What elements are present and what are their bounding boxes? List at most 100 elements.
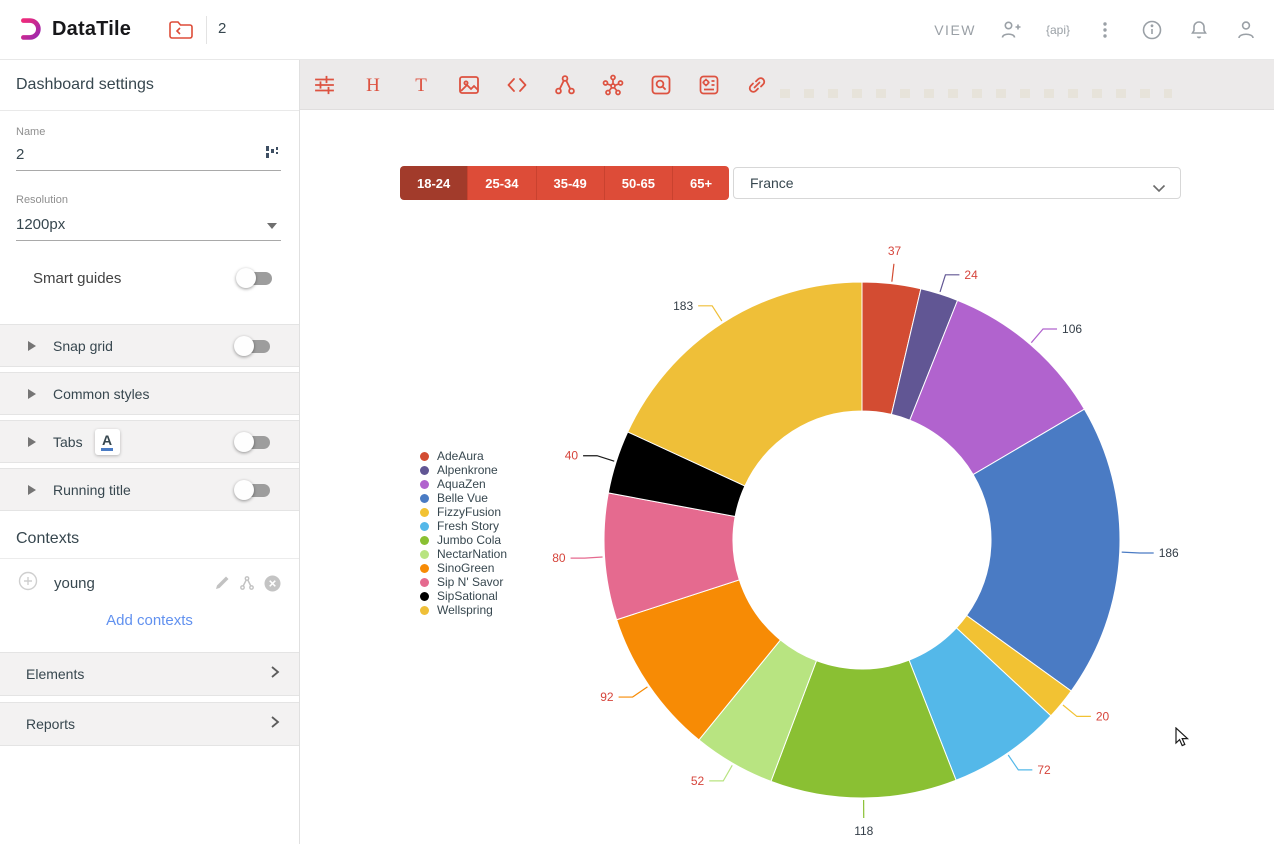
notifications-bell-icon[interactable] [1187, 18, 1211, 42]
legend-item[interactable]: SipSational [420, 589, 507, 603]
api-icon[interactable]: {api} [1046, 18, 1070, 42]
legend-item[interactable]: NectarNation [420, 547, 507, 561]
folder-back-icon[interactable] [168, 18, 194, 42]
legend-item[interactable]: Alpenkrone [420, 463, 507, 477]
section-label: Common styles [53, 386, 149, 402]
slice-value-label: 24 [964, 268, 978, 282]
document-number: 2 [218, 20, 226, 37]
expand-triangle-icon[interactable] [28, 485, 36, 495]
slice-value-label: 20 [1096, 709, 1110, 723]
font-style-icon[interactable]: A [95, 429, 120, 455]
adjustments-icon[interactable] [313, 73, 337, 97]
chevron-down-icon [1152, 180, 1166, 198]
label-leader-line [698, 306, 722, 321]
legend-label: SipSational [437, 589, 498, 603]
legend-item[interactable]: Jumbo Cola [420, 533, 507, 547]
link-icon[interactable] [745, 73, 769, 97]
country-dropdown[interactable]: France [733, 167, 1181, 199]
code-icon[interactable] [505, 73, 529, 97]
expand-triangle-icon[interactable] [28, 437, 36, 447]
section-label: Tabs [53, 434, 83, 450]
text-icon[interactable]: T [409, 73, 433, 97]
nodes-icon[interactable] [553, 73, 577, 97]
age-filter-50-65[interactable]: 50-65 [604, 166, 672, 200]
legend-item[interactable]: FizzyFusion [420, 505, 507, 519]
age-filter-25-34[interactable]: 25-34 [467, 166, 535, 200]
section-toggle[interactable] [234, 336, 271, 356]
context-name[interactable]: young [54, 575, 95, 592]
heading-icon[interactable]: H [361, 73, 385, 97]
sidebar-section-running-title[interactable]: Running title [0, 468, 299, 511]
name-field-value[interactable]: 2 [16, 146, 24, 163]
name-field-label: Name [16, 126, 45, 138]
datatile-logo-icon [14, 14, 44, 44]
chart-variable-icon[interactable] [265, 144, 279, 160]
resolution-field-label: Resolution [16, 194, 68, 206]
slice-value-label: 92 [600, 690, 614, 704]
edit-pencil-icon[interactable] [214, 575, 230, 591]
legend-label: NectarNation [437, 547, 507, 561]
smart-guides-toggle[interactable] [236, 268, 273, 288]
info-icon[interactable] [1140, 18, 1164, 42]
remove-context-icon[interactable] [264, 575, 281, 592]
sidebar-item-elements[interactable]: Elements [0, 652, 299, 696]
label-leader-line [940, 275, 959, 292]
slice-value-label: 40 [565, 449, 579, 463]
age-filter-18-24[interactable]: 18-24 [400, 166, 467, 200]
legend-label: FizzyFusion [437, 505, 501, 519]
age-filter-65+[interactable]: 65+ [672, 166, 729, 200]
slice-value-label: 106 [1062, 322, 1082, 336]
slice-value-label: 186 [1159, 546, 1179, 560]
expand-triangle-icon[interactable] [28, 389, 36, 399]
label-leader-line [709, 765, 732, 781]
add-contexts-button[interactable]: Add contexts [0, 612, 299, 629]
sidebar-section-tabs[interactable]: Tabs A [0, 420, 299, 463]
header-actions: VIEW {api} [934, 0, 1258, 60]
resolution-field-value[interactable]: 1200px [16, 216, 65, 233]
section-toggle[interactable] [234, 432, 271, 452]
legend-item[interactable]: Sip N' Savor [420, 575, 507, 589]
legend-swatch [420, 606, 429, 615]
legend-swatch [420, 550, 429, 559]
legend-item[interactable]: AdeAura [420, 449, 507, 463]
label-leader-line [1031, 329, 1057, 343]
sidebar-section-common-styles[interactable]: Common styles [0, 372, 299, 415]
cluster-icon[interactable] [601, 73, 625, 97]
share-nodes-icon[interactable] [239, 575, 255, 591]
age-filter-35-49[interactable]: 35-49 [536, 166, 604, 200]
sidebar-section-snap-grid[interactable]: Snap grid [0, 324, 299, 367]
resolution-dropdown-caret[interactable] [267, 223, 277, 229]
divider [0, 558, 299, 559]
label-leader-line [571, 557, 603, 558]
sidebar-item-reports[interactable]: Reports [0, 702, 299, 746]
legend-swatch [420, 480, 429, 489]
plus-circle-icon[interactable] [18, 571, 38, 596]
user-profile-icon[interactable] [1234, 18, 1258, 42]
legend-label: SinoGreen [437, 561, 494, 575]
legend-swatch [420, 452, 429, 461]
legend-item[interactable]: AquaZen [420, 477, 507, 491]
legend-item[interactable]: Belle Vue [420, 491, 507, 505]
legend-item[interactable]: SinoGreen [420, 561, 507, 575]
share-user-add-icon[interactable] [999, 18, 1023, 42]
country-dropdown-value: France [750, 175, 794, 191]
legend-item[interactable]: Wellspring [420, 603, 507, 617]
legend-label: Wellspring [437, 603, 493, 617]
search-box-icon[interactable] [649, 73, 673, 97]
gear-list-icon[interactable] [697, 73, 721, 97]
smart-guides-row: Smart guides [33, 268, 273, 288]
label-leader-line [1008, 755, 1032, 770]
app-logo[interactable]: DataTile [14, 14, 131, 44]
contexts-title: Contexts [16, 530, 79, 548]
section-toggle[interactable] [234, 480, 271, 500]
kebab-menu-icon[interactable] [1093, 18, 1117, 42]
view-button[interactable]: VIEW [934, 22, 976, 38]
label-leader-line [892, 264, 894, 282]
image-icon[interactable] [457, 73, 481, 97]
legend-swatch [420, 592, 429, 601]
legend-item[interactable]: Fresh Story [420, 519, 507, 533]
expand-triangle-icon[interactable] [28, 341, 36, 351]
